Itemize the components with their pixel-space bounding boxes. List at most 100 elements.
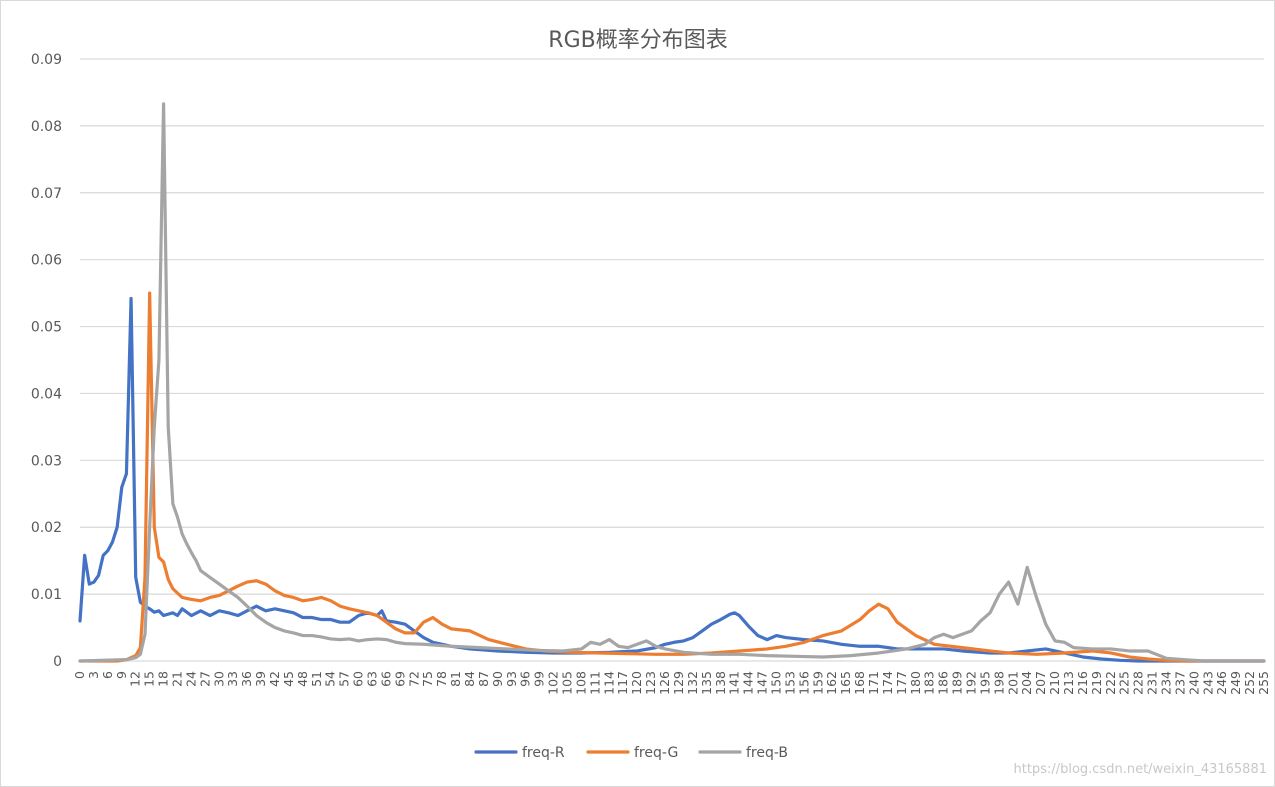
x-tick-label: 102 <box>546 671 561 695</box>
y-tick-label: 0.05 <box>31 320 62 336</box>
x-tick-label: 144 <box>741 671 756 695</box>
x-tick-label: 57 <box>337 671 352 687</box>
x-tick-label: 237 <box>1172 671 1187 695</box>
x-tick-label: 219 <box>1089 671 1104 695</box>
x-tick-label: 141 <box>727 671 742 695</box>
y-tick-label: 0.03 <box>31 453 62 469</box>
x-tick-label: 48 <box>295 671 310 687</box>
x-tick-label: 9 <box>114 671 129 679</box>
x-tick-label: 90 <box>490 671 505 687</box>
watermark-text: https://blog.csdn.net/weixin_43165881 <box>1013 762 1267 777</box>
x-tick-label: 69 <box>392 671 407 687</box>
series-line-freq-R <box>78 296 1266 663</box>
x-tick-label: 213 <box>1061 671 1076 695</box>
x-tick-label: 192 <box>963 671 978 695</box>
y-tick-label: 0.09 <box>31 52 62 68</box>
x-tick-label: 171 <box>866 671 881 695</box>
x-tick-label: 72 <box>406 671 421 687</box>
x-tick-label: 60 <box>351 671 366 687</box>
y-axis-tick-labels: 0 0.01 0.02 0.03 0.04 0.05 0.06 0.07 0.08 0.09 <box>31 52 62 670</box>
x-tick-label: 84 <box>462 671 477 687</box>
x-tick-label: 105 <box>560 671 575 695</box>
x-tick-label: 201 <box>1005 671 1020 695</box>
x-tick-label: 3 <box>86 671 101 679</box>
x-tick-label: 27 <box>197 671 212 687</box>
x-tick-label: 246 <box>1214 671 1229 695</box>
x-tick-label: 78 <box>434 671 449 687</box>
y-tick-label: 0.06 <box>31 253 62 269</box>
x-tick-label: 0 <box>72 671 87 679</box>
y-tick-label: 0 <box>53 654 62 670</box>
x-tick-label: 99 <box>532 671 547 687</box>
x-tick-label: 126 <box>657 671 672 695</box>
y-tick-label: 0.04 <box>31 386 62 402</box>
x-tick-label: 180 <box>908 671 923 695</box>
x-tick-label: 177 <box>894 671 909 695</box>
x-tick-label: 216 <box>1075 671 1090 695</box>
x-tick-label: 198 <box>991 671 1006 695</box>
x-tick-label: 162 <box>824 671 839 695</box>
x-tick-label: 210 <box>1047 671 1062 695</box>
x-tick-label: 39 <box>253 671 268 687</box>
x-tick-label: 252 <box>1242 671 1257 695</box>
x-tick-label: 231 <box>1145 671 1160 695</box>
x-tick-label: 186 <box>936 671 951 695</box>
x-tick-label: 222 <box>1103 671 1118 695</box>
x-tick-label: 75 <box>420 671 435 687</box>
x-tick-label: 153 <box>782 671 797 695</box>
x-tick-label: 195 <box>977 671 992 695</box>
x-tick-label: 132 <box>685 671 700 695</box>
x-tick-label: 228 <box>1131 671 1146 695</box>
x-tick-label: 225 <box>1117 671 1132 695</box>
x-tick-label: 21 <box>170 671 185 687</box>
y-tick-label: 0.02 <box>31 520 62 536</box>
x-tick-label: 234 <box>1158 671 1173 695</box>
x-tick-label: 45 <box>281 671 296 687</box>
x-tick-label: 51 <box>309 671 324 687</box>
x-tick-label: 159 <box>810 671 825 695</box>
y-tick-label: 0.08 <box>31 119 62 135</box>
x-tick-label: 108 <box>573 671 588 695</box>
x-tick-label: 117 <box>615 671 630 695</box>
x-tick-label: 30 <box>211 671 226 687</box>
x-tick-label: 120 <box>629 671 644 695</box>
gridlines <box>80 58 1264 662</box>
x-tick-label: 6 <box>100 671 115 679</box>
x-tick-label: 114 <box>601 671 616 695</box>
x-tick-label: 54 <box>323 671 338 687</box>
x-tick-label: 87 <box>476 671 491 687</box>
x-tick-label: 183 <box>922 671 937 695</box>
y-tick-label: 0.07 <box>31 186 62 202</box>
x-tick-label: 111 <box>587 671 602 695</box>
chart-title: RGB概率分布图表 <box>548 28 727 53</box>
series-line-freq-B <box>78 102 1266 663</box>
x-tick-label: 168 <box>852 671 867 695</box>
x-tick-label: 138 <box>713 671 728 695</box>
x-tick-label: 12 <box>128 671 143 687</box>
x-tick-label: 66 <box>378 671 393 687</box>
x-tick-label: 33 <box>225 671 240 687</box>
x-tick-label: 147 <box>755 671 770 695</box>
legend-label: freq-G <box>634 745 678 761</box>
x-tick-label: 165 <box>838 671 853 695</box>
x-tick-label: 36 <box>239 671 254 687</box>
x-tick-label: 93 <box>504 671 519 687</box>
x-tick-label: 150 <box>768 671 783 695</box>
x-axis-tick-labels: 0369121518212427303336394245485154576063… <box>72 671 1271 695</box>
x-tick-label: 189 <box>950 671 965 695</box>
x-tick-label: 63 <box>365 671 380 687</box>
x-tick-label: 174 <box>880 671 895 695</box>
x-tick-label: 123 <box>643 671 658 695</box>
x-tick-label: 42 <box>267 671 282 687</box>
x-tick-label: 255 <box>1256 671 1271 695</box>
x-tick-label: 135 <box>699 671 714 695</box>
x-tick-label: 24 <box>183 671 198 687</box>
x-tick-label: 156 <box>796 671 811 695</box>
x-tick-label: 204 <box>1019 671 1034 695</box>
x-tick-label: 129 <box>671 671 686 695</box>
x-tick-label: 18 <box>156 671 171 687</box>
x-tick-label: 96 <box>518 671 533 687</box>
legend-label: freq-R <box>522 745 565 761</box>
